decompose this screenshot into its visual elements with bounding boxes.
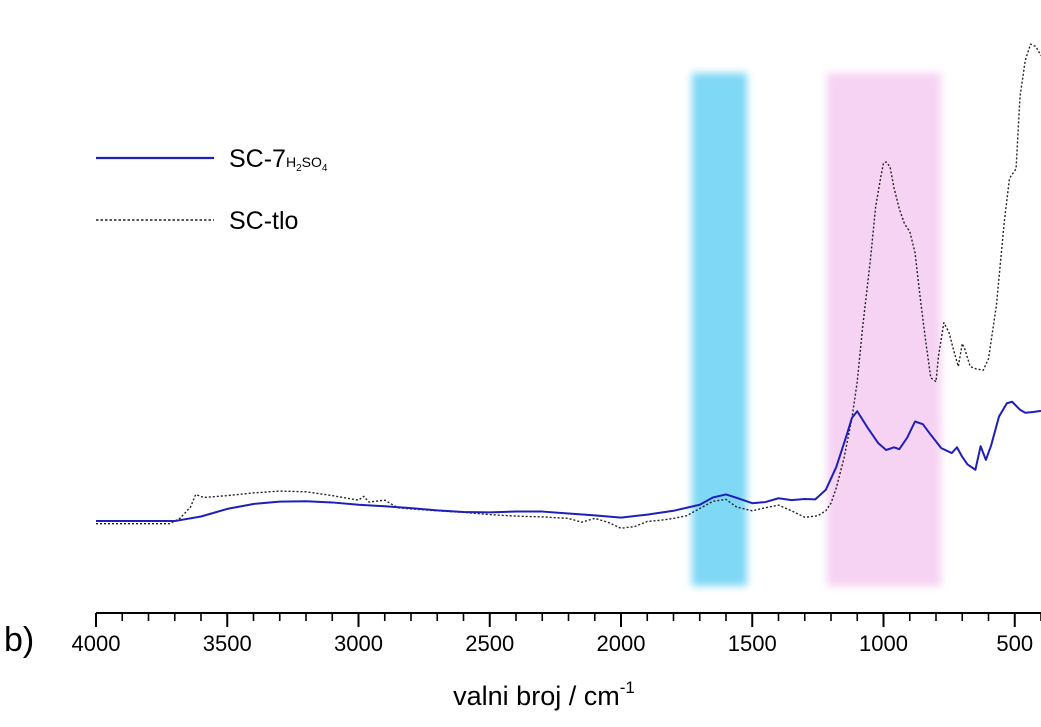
x-tick-label-2500: 2500	[465, 631, 514, 656]
x-axis-tick-labels: 4000 3500 3000 2500 2000 1500 1000 500	[72, 631, 1034, 656]
series-line-sc-tlo	[96, 43, 1041, 529]
highlight-band-1	[691, 73, 747, 586]
series-line-sc7-h2so4	[96, 400, 1041, 523]
x-tick-label-500: 500	[996, 631, 1033, 656]
x-tick-label-2000: 2000	[597, 631, 646, 656]
x-axis-title-superscript: -1	[620, 678, 635, 697]
legend-label-sc7: SC-7H2SO4	[229, 145, 328, 174]
highlight-band-2	[827, 73, 942, 586]
x-axis-title-main: valni broj / cm	[453, 681, 620, 711]
highlight-bands	[691, 73, 942, 586]
x-axis-title: valni broj / cm-1	[453, 678, 635, 711]
x-tick-label-1000: 1000	[859, 631, 908, 656]
panel-label: b)	[4, 621, 34, 659]
x-tick-label-3500: 3500	[203, 631, 252, 656]
legend-label-sc7-subscript: H2SO4	[286, 154, 328, 174]
x-tick-label-3000: 3000	[334, 631, 383, 656]
legend-label-sc-tlo: SC-tlo	[229, 207, 298, 235]
x-axis-ticks	[95, 613, 1041, 627]
series-layer	[96, 43, 1041, 529]
legend: SC-7H2SO4 SC-tlo	[96, 145, 328, 235]
x-tick-label-4000: 4000	[72, 631, 121, 656]
x-tick-label-1500: 1500	[728, 631, 777, 656]
x-axis: 4000 3500 3000 2500 2000 1500 1000 500	[72, 612, 1041, 656]
